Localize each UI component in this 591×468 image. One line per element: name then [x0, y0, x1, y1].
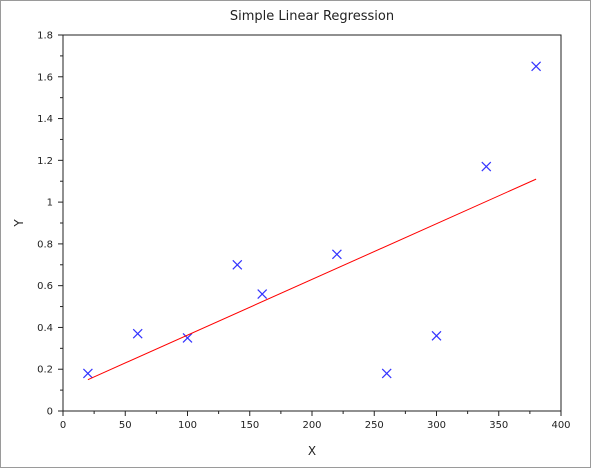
y-tick-label: 0.6	[37, 281, 53, 292]
data-point	[381, 368, 392, 379]
x-tick-label: 100	[178, 420, 197, 431]
y-tick-label: 0.4	[37, 323, 53, 334]
data-point	[531, 61, 542, 72]
y-axis-label: Y	[12, 219, 26, 228]
y-tick-label: 1.4	[37, 114, 53, 125]
plot-area-border	[62, 34, 562, 412]
data-point	[331, 249, 342, 260]
chart-title: Simple Linear Regression	[230, 9, 394, 24]
y-tick-label: 0.2	[37, 365, 53, 376]
data-point	[257, 289, 268, 299]
data-point	[431, 330, 442, 341]
y-tick-label: 0	[47, 407, 53, 418]
y-tick-label: 1.2	[37, 156, 53, 167]
data-point	[481, 161, 492, 172]
regression-line	[87, 178, 537, 381]
x-axis-label: X	[308, 444, 316, 458]
x-tick-label: 400	[551, 420, 570, 431]
data-point	[82, 368, 93, 379]
data-point	[132, 328, 143, 339]
x-tick-label: 50	[119, 420, 132, 431]
data-marks	[82, 61, 542, 381]
x-tick-label: 250	[365, 420, 384, 431]
y-tick-label: 1	[47, 198, 53, 209]
x-tick-label: 150	[240, 420, 259, 431]
x-tick-label: 300	[427, 420, 446, 431]
data-point	[232, 259, 243, 270]
axis-ticks: 0 50 100 150 200 250 300 350 400 0 0.2 0.4 0.6 0.8 1 1.…	[37, 31, 570, 432]
y-tick-label: 1.6	[37, 72, 53, 83]
y-tick-label: 0.8	[37, 239, 53, 250]
y-tick-label: 1.8	[37, 31, 53, 42]
x-tick-label: 0	[60, 420, 66, 431]
x-tick-label: 350	[489, 420, 508, 431]
x-tick-label: 200	[302, 420, 321, 431]
data-point	[182, 332, 193, 343]
